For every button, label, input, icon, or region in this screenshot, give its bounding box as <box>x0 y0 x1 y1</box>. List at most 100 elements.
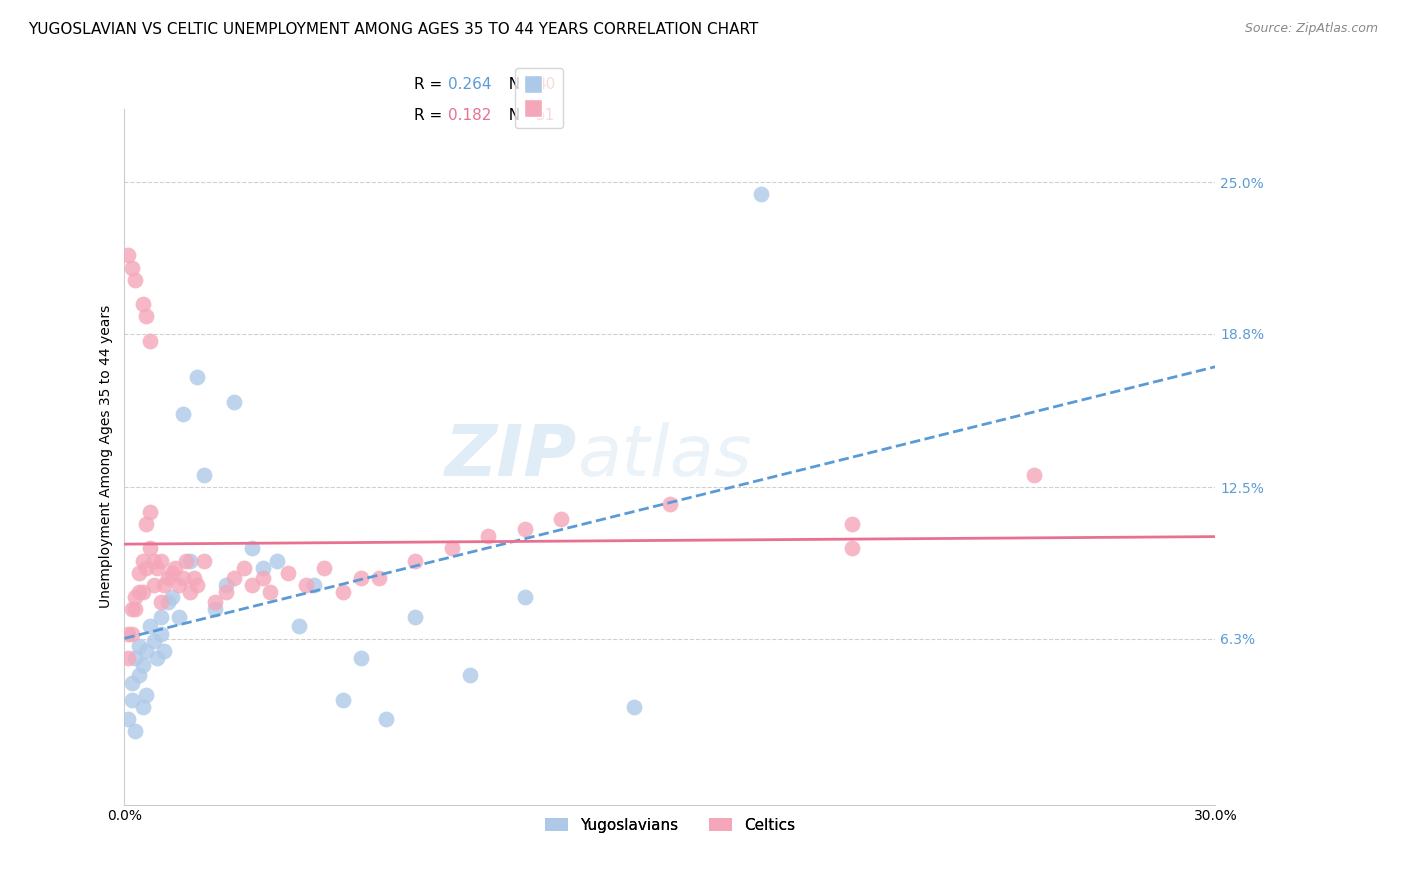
Point <box>135 516 157 531</box>
Text: N =: N = <box>499 109 543 123</box>
Point <box>350 651 373 665</box>
Legend: Yugoslavians, Celtics: Yugoslavians, Celtics <box>538 812 801 838</box>
Point <box>117 248 139 262</box>
Point <box>142 634 165 648</box>
Text: R =: R = <box>413 109 447 123</box>
Point <box>117 626 139 640</box>
Point <box>117 712 139 726</box>
Point <box>124 590 146 604</box>
Point <box>149 595 172 609</box>
Point <box>157 595 180 609</box>
Point <box>121 260 143 275</box>
Point <box>186 578 208 592</box>
Point <box>165 561 187 575</box>
Point <box>157 571 180 585</box>
Point <box>139 619 162 633</box>
Point <box>172 407 194 421</box>
Point <box>135 688 157 702</box>
Point <box>121 692 143 706</box>
Point <box>142 578 165 592</box>
Point <box>266 553 288 567</box>
Point <box>179 553 201 567</box>
Point <box>332 585 354 599</box>
Point <box>215 585 238 599</box>
Point <box>350 571 373 585</box>
Point <box>368 571 391 585</box>
Point <box>153 644 176 658</box>
Text: atlas: atlas <box>578 422 752 491</box>
Point <box>174 553 197 567</box>
Point <box>204 602 226 616</box>
Text: 0.264: 0.264 <box>449 77 492 92</box>
Point <box>149 553 172 567</box>
Point <box>513 522 536 536</box>
Point <box>288 619 311 633</box>
Text: ZIP: ZIP <box>444 422 578 491</box>
Point <box>124 724 146 739</box>
Point <box>149 626 172 640</box>
Point <box>139 505 162 519</box>
Point <box>513 590 536 604</box>
Point <box>193 468 215 483</box>
Point <box>128 585 150 599</box>
Point <box>139 541 162 556</box>
Point <box>121 626 143 640</box>
Point <box>215 578 238 592</box>
Point <box>183 571 205 585</box>
Point <box>131 297 153 311</box>
Point <box>314 561 336 575</box>
Point <box>233 561 256 575</box>
Point <box>186 370 208 384</box>
Point <box>135 644 157 658</box>
Point <box>222 395 245 409</box>
Point <box>167 578 190 592</box>
Point <box>139 334 162 348</box>
Text: 51: 51 <box>536 109 555 123</box>
Point <box>131 658 153 673</box>
Point <box>240 541 263 556</box>
Y-axis label: Unemployment Among Ages 35 to 44 years: Unemployment Among Ages 35 to 44 years <box>100 305 114 608</box>
Point <box>440 541 463 556</box>
Point <box>252 571 274 585</box>
Point <box>128 668 150 682</box>
Text: 40: 40 <box>536 77 555 92</box>
Point <box>131 700 153 714</box>
Point <box>149 609 172 624</box>
Text: R =: R = <box>413 77 447 92</box>
Point <box>121 675 143 690</box>
Point <box>131 585 153 599</box>
Point <box>204 595 226 609</box>
Point <box>749 187 772 202</box>
Point <box>259 585 281 599</box>
Point <box>1022 468 1045 483</box>
Point <box>121 602 143 616</box>
Point <box>117 651 139 665</box>
Point <box>128 566 150 580</box>
Point <box>193 553 215 567</box>
Point <box>142 553 165 567</box>
Point <box>252 561 274 575</box>
Point <box>153 578 176 592</box>
Point <box>179 585 201 599</box>
Point <box>659 497 682 511</box>
Point <box>160 590 183 604</box>
Point <box>623 700 645 714</box>
Point <box>404 609 426 624</box>
Text: Source: ZipAtlas.com: Source: ZipAtlas.com <box>1244 22 1378 36</box>
Point <box>135 310 157 324</box>
Point <box>160 566 183 580</box>
Point <box>477 529 499 543</box>
Point <box>135 561 157 575</box>
Point <box>222 571 245 585</box>
Point <box>550 512 572 526</box>
Point <box>128 639 150 653</box>
Point <box>458 668 481 682</box>
Point <box>841 516 863 531</box>
Point <box>146 651 169 665</box>
Point <box>146 561 169 575</box>
Point <box>375 712 398 726</box>
Point <box>124 602 146 616</box>
Point <box>841 541 863 556</box>
Point <box>277 566 299 580</box>
Point <box>124 651 146 665</box>
